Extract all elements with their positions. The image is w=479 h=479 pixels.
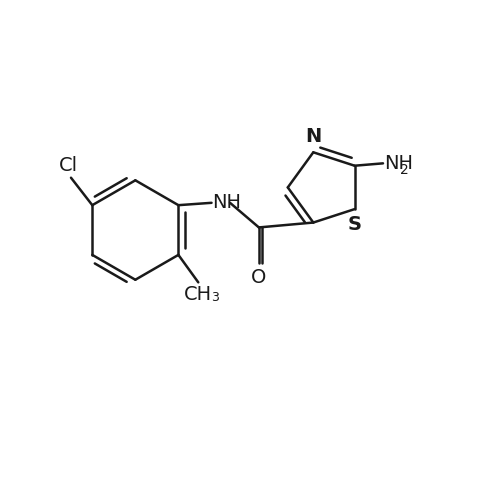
Text: NH: NH xyxy=(213,194,241,212)
Text: N: N xyxy=(305,126,321,146)
Text: CH: CH xyxy=(184,285,212,304)
Text: NH: NH xyxy=(384,154,413,173)
Text: 2: 2 xyxy=(399,163,408,177)
Text: S: S xyxy=(348,215,362,234)
Text: 3: 3 xyxy=(211,291,219,304)
Text: O: O xyxy=(251,268,267,286)
Text: Cl: Cl xyxy=(59,156,78,175)
